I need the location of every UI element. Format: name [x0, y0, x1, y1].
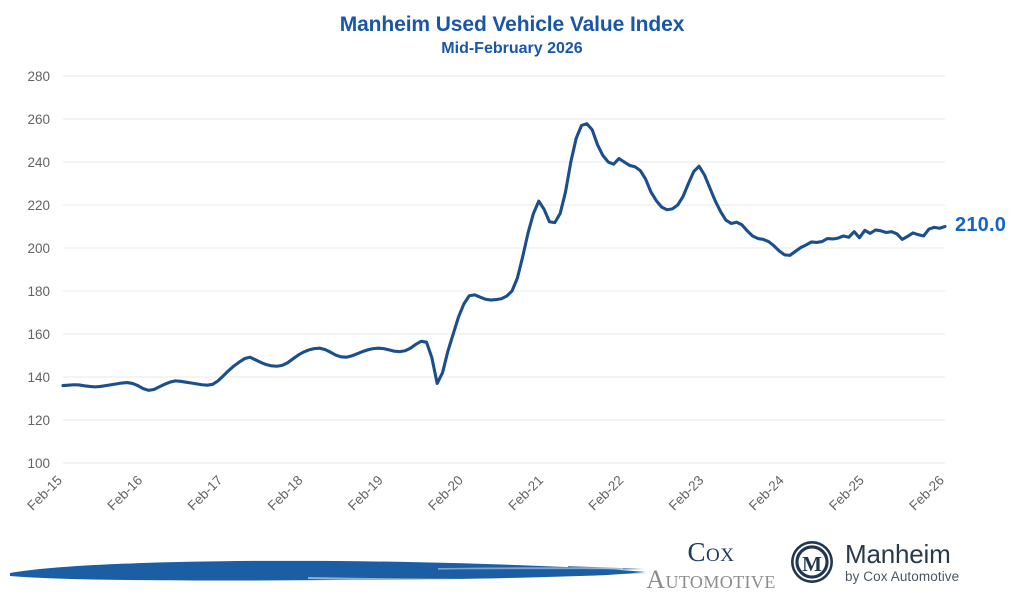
- x-axis-tick-label: Feb-17: [185, 473, 226, 514]
- y-axis-tick-label: 100: [27, 456, 50, 471]
- y-axis-tick-label: 140: [27, 370, 50, 385]
- y-axis-tick-label: 160: [27, 327, 50, 342]
- x-axis-tick-label: Feb-26: [906, 473, 947, 514]
- y-axis-tick-label: 240: [27, 155, 50, 170]
- y-axis-tick-label: 260: [27, 112, 50, 127]
- x-axis-tick-label: Feb-25: [826, 473, 867, 514]
- chart-header: Manheim Used Vehicle Value Index Mid-Feb…: [0, 12, 1024, 60]
- y-axis-tick-label: 200: [27, 241, 50, 256]
- x-axis-tick-label: Feb-15: [24, 473, 65, 514]
- x-axis-tick-label: Feb-19: [345, 473, 386, 514]
- x-axis-tick-label: Feb-18: [265, 473, 306, 514]
- y-axis-tick-label: 280: [27, 69, 50, 84]
- automotive-wordmark: Automotive: [646, 565, 776, 594]
- manheim-logo: M Manheim by Cox Automotive: [790, 540, 959, 584]
- x-axis-tick-label: Feb-22: [586, 473, 627, 514]
- x-axis-tick-label: Feb-23: [666, 473, 707, 514]
- x-axis-tick-labels: Feb-15 Feb-16 Feb-17 Feb-18 Feb-19 Feb-20 Feb-…: [24, 472, 947, 513]
- endpoint-value-label: 210.0: [955, 213, 1007, 236]
- svg-text:M: M: [802, 552, 822, 576]
- cox-wordmark: Cox: [687, 537, 735, 567]
- manheim-wordmark: Manheim by Cox Automotive: [845, 541, 959, 584]
- x-axis-tick-label: Feb-20: [425, 473, 466, 514]
- x-axis-tick-label: Feb-24: [746, 472, 787, 513]
- y-axis-tick-label: 180: [27, 284, 50, 299]
- x-axis-tick-label: Feb-21: [505, 473, 546, 514]
- y-axis-tick-label: 220: [27, 198, 50, 213]
- y-axis-tick-label: 120: [27, 413, 50, 428]
- manheim-roundel-icon: M: [791, 541, 833, 583]
- manheim-name: Manheim: [845, 538, 951, 569]
- page-title: Manheim Used Vehicle Value Index: [339, 13, 685, 36]
- gridlines: [63, 75, 945, 464]
- cox-automotive-logo: Cox Automotive: [636, 539, 786, 593]
- chart-subtitle: Mid-February 2026: [441, 40, 583, 57]
- brush-stroke-decoration: [10, 560, 648, 582]
- manheim-tagline: by Cox Automotive: [845, 568, 960, 584]
- y-axis-tick-labels: 280 260 240 220 200 180 160 140 120 100: [27, 69, 50, 471]
- x-axis-tick-label: Feb-16: [104, 473, 145, 514]
- index-value-line: [61, 122, 947, 392]
